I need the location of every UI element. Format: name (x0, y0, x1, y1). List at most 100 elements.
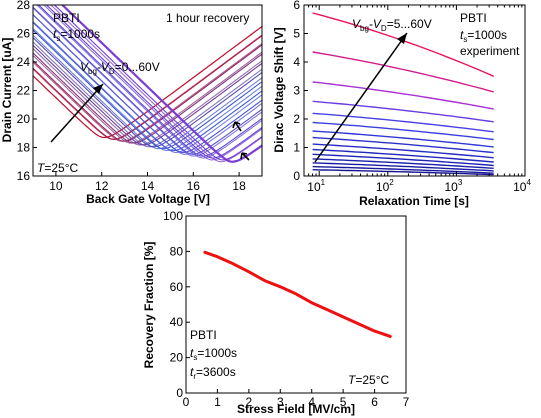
panel-a-recovery-arrow-2 (240, 152, 250, 161)
panel-c-y-tick-label: 60 (170, 280, 184, 294)
panel-c-x-tick-label: 1 (214, 395, 221, 409)
panel-b-series-line (312, 112, 494, 133)
panel-a-series-line (33, 51, 262, 144)
panel-c-x-tick-label: 6 (371, 395, 378, 409)
panel-c-x-tick-label: 3 (277, 395, 284, 409)
panel-b-y-tick-label: 2 (293, 112, 300, 126)
panel-c-x-tick-label: 0 (183, 395, 190, 409)
panel-b-experiment: experiment (460, 44, 520, 58)
panel-c-ts: ts=1000s (190, 346, 237, 362)
panel-a-x-tick-label: 12 (95, 179, 109, 193)
panel-a-series-line (43, 5, 262, 161)
panel-b-y-tick-label: 0 (293, 169, 300, 183)
panel-a-ts: ts=1000s (53, 27, 100, 43)
panel-a-series-line (45, 5, 262, 159)
panel-b-x-tick-label: 104 (513, 178, 531, 194)
panel-b-series-line (312, 100, 494, 123)
panel-a-series-line (33, 43, 262, 142)
panel-b-ylabel: Dirac Voltage Shift [V] (272, 27, 286, 152)
panel-c-ticks: 0 1 2 3 4 5 6 7 0 20 40 60 80 100 (163, 209, 410, 409)
panel-b-x-tick-label: 102 (376, 178, 394, 194)
panel-c-curves (203, 250, 392, 338)
panel-b-ticks: 101 102 103 104 0 1 2 3 4 5 6 (293, 0, 531, 194)
panel-b-y-tick-label: 5 (293, 27, 300, 41)
panel-c-recovery-fraction: 0 1 2 3 4 5 6 7 0 20 40 60 80 100 PBTI ts=1000s tr=36… (142, 209, 410, 416)
panel-b-curves (312, 12, 494, 176)
panel-b-xlabel: Relaxation Time [s] (359, 194, 469, 208)
panel-c-x-tick-label: 4 (308, 395, 315, 409)
panel-c-tr: tr=3600s (190, 365, 236, 381)
panel-a-series-line (33, 44, 262, 142)
panel-c-y-tick-label: 0 (176, 386, 183, 400)
panel-b-series-line (312, 162, 494, 172)
panel-b-y-tick-label: 1 (293, 141, 300, 155)
panel-a-series-line (33, 14, 262, 155)
panel-a-y-tick-label: 16 (17, 169, 31, 183)
panel-b-x-tick-label: 103 (444, 178, 462, 194)
panel-c-pbti: PBTI (190, 328, 217, 342)
panel-b-sweep-label: Vbg-VD=5...60V (352, 17, 432, 33)
panel-b-series-line (312, 158, 494, 169)
panel-a-series-line (50, 5, 262, 163)
panel-c-x-tick-label: 7 (403, 395, 410, 409)
panel-b-pbti: PBTI (460, 11, 487, 25)
panel-a-y-tick-label: 22 (17, 84, 31, 98)
panel-b-series-line (312, 153, 494, 167)
panel-a-x-tick-label: 16 (187, 179, 201, 193)
panel-b-y-tick-label: 3 (293, 84, 300, 98)
panel-a-series-line (33, 37, 262, 148)
panel-c-frame (185, 215, 407, 394)
panel-c-temperature: T=25°C (348, 373, 389, 387)
panel-b-x-tick-label: 101 (307, 178, 325, 194)
panel-a-series-line (33, 21, 262, 153)
panel-a-y-tick-label: 24 (17, 55, 31, 69)
panel-c-y-tick-label: 40 (170, 315, 184, 329)
panel-a-series-line (53, 5, 262, 161)
panel-b-sweep-arrow (314, 32, 408, 163)
panel-a-y-tick-label: 28 (17, 0, 31, 12)
panel-b-series-line (312, 51, 494, 93)
panel-a-series-line (33, 6, 262, 155)
panel-a-ylabel: Drain Current [uA] (0, 38, 14, 143)
panel-b-series-line (312, 143, 494, 159)
panel-c-x-tick-label: 5 (340, 395, 347, 409)
panel-b-series-line (312, 165, 494, 174)
panel-c-ylabel: Recovery Fraction [%] (142, 242, 156, 369)
panel-a-x-tick-label: 10 (49, 179, 63, 193)
panel-a-series-line (33, 28, 262, 152)
panel-a-recovery-arrow-1 (232, 121, 242, 132)
panel-b-series-line (312, 81, 494, 110)
panel-b-series-line (312, 148, 494, 163)
panel-a-y-tick-label: 20 (17, 112, 31, 126)
panel-b-series-line (312, 130, 494, 148)
panel-a-y-tick-label: 18 (17, 141, 31, 155)
panel-a-sweep-arrow (50, 83, 104, 143)
panel-c-y-tick-label: 20 (170, 351, 184, 365)
panel-a-series-line (33, 34, 262, 150)
panel-a-sweep-arrowhead (93, 84, 103, 94)
panel-c-xlabel: Stress Field [MV/cm] (237, 402, 355, 416)
panel-b-sweep-arrowhead (397, 33, 407, 44)
panel-c-y-tick-label: 80 (170, 244, 184, 258)
panel-b-series-line (312, 121, 494, 141)
panel-b-y-tick-label: 6 (293, 0, 300, 12)
panel-a-xlabel: Back Gate Voltage [V] (86, 192, 210, 206)
panel-a-pbti: PBTI (53, 11, 80, 25)
panel-a-recovery-label: 1 hour recovery (166, 11, 249, 25)
panel-a-ticks: 10 12 14 16 18 16 18 20 22 24 26 28 (17, 0, 246, 193)
panel-a-temperature: T=25°C (37, 161, 78, 175)
panel-a-series-line (33, 7, 262, 157)
panel-a-series-line (60, 5, 262, 163)
panel-a-x-tick-label: 14 (141, 179, 155, 193)
panel-a-series-line (33, 34, 262, 140)
panel-b-y-tick-label: 4 (293, 55, 300, 69)
panel-b-ts: ts=1000s (460, 28, 507, 44)
panel-a-drain-current: 10 12 14 16 18 16 18 20 22 24 26 28 PBTI ts=1000s 1… (0, 0, 263, 206)
panel-c-series-line (203, 250, 392, 338)
panel-b-series-line (312, 169, 494, 176)
panel-c-x-tick-label: 2 (246, 395, 253, 409)
panel-a-series-line (33, 29, 262, 150)
panel-a-series-line (37, 5, 262, 157)
